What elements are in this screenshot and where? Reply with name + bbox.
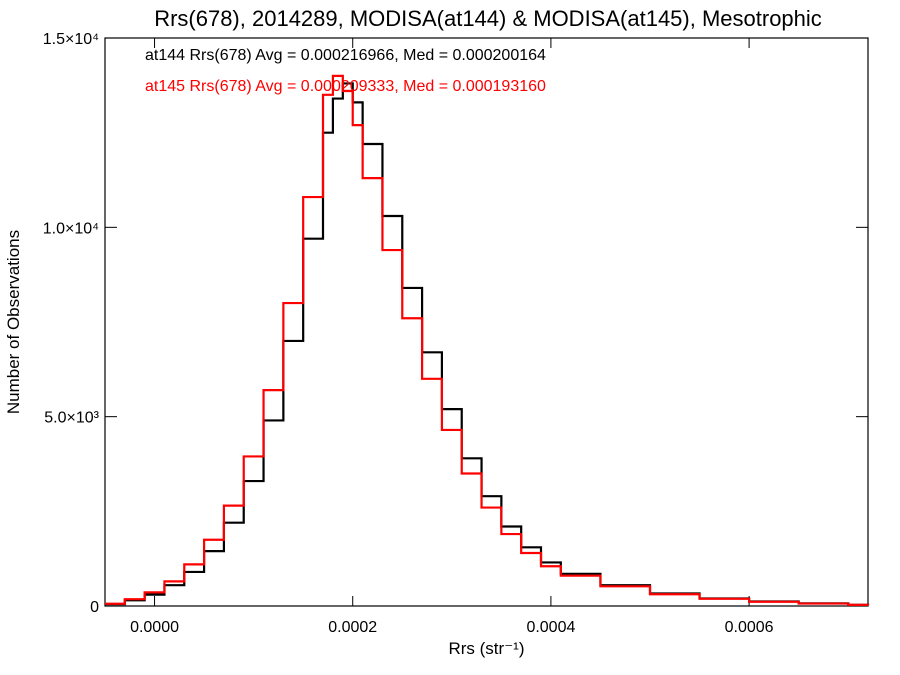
data-series	[105, 74, 870, 606]
x-tick-label: 0.0000	[130, 619, 179, 636]
y-tick-label: 1.5×10⁴	[43, 31, 99, 48]
plot-frame	[104, 37, 869, 607]
y-axis-label: Number of Observations	[4, 230, 23, 414]
x-tick-label: 0.0004	[526, 619, 575, 636]
series-at144-histogram	[105, 82, 870, 606]
axis-ticks: 0.0000 0.0002 0.0004 0.0006 0 5.0×10³ 1.0×10⁴ 1…	[43, 31, 868, 636]
chart-title: Rrs(678), 2014289, MODISA(at144) & MODIS…	[154, 6, 822, 31]
legend-entry-at145: at145 Rrs(678) Avg = 0.000209333, Med = …	[145, 78, 546, 95]
y-tick-label: 1.0×10⁴	[43, 220, 99, 237]
x-axis-label: Rrs (str⁻¹)	[448, 639, 524, 658]
x-tick-label: 0.0002	[328, 619, 377, 636]
y-tick-label: 0	[90, 599, 99, 616]
x-tick-label: 0.0006	[725, 619, 774, 636]
series-at145-histogram	[105, 74, 870, 606]
y-tick-label: 5.0×10³	[44, 410, 99, 427]
legend: at144 Rrs(678) Avg = 0.000216966, Med = …	[145, 47, 546, 95]
legend-entry-at144: at144 Rrs(678) Avg = 0.000216966, Med = …	[145, 47, 546, 64]
